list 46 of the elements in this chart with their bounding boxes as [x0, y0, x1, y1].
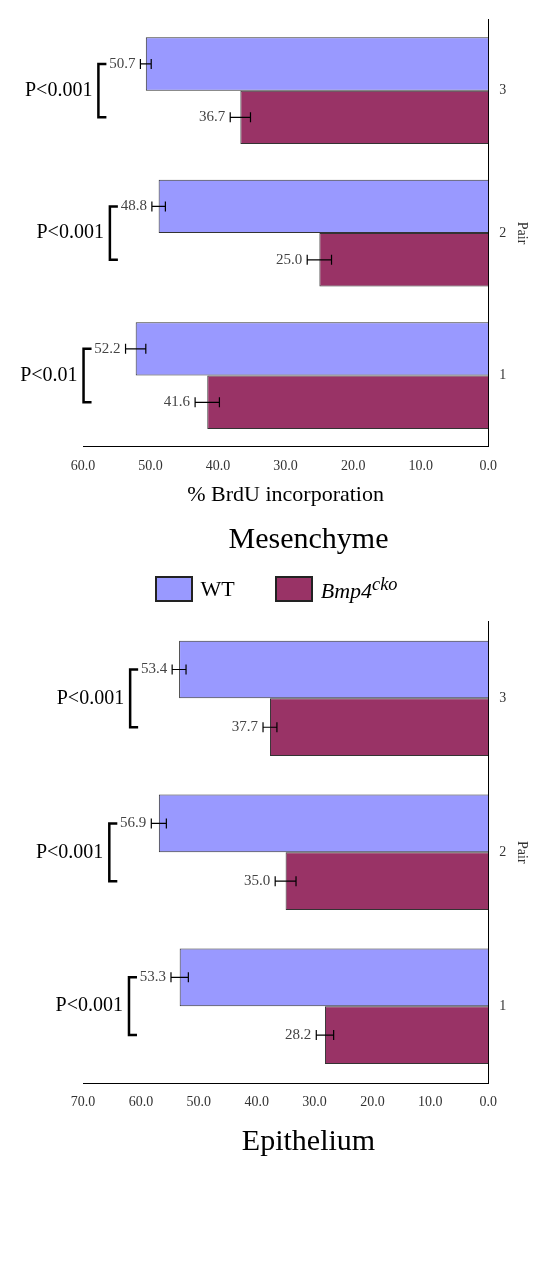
y-axis-title: Pair — [514, 841, 530, 865]
x-tick-label: 40.0 — [244, 1094, 269, 1110]
y-axis-title: Pair — [514, 221, 530, 245]
x-tick-label: 20.0 — [340, 457, 366, 473]
annotation: P<0.001 — [35, 839, 104, 862]
annotation: P<0.001 — [55, 993, 123, 1016]
y-tick-label: 3 — [499, 690, 507, 706]
data-label: 36.7 — [198, 108, 226, 125]
x-tick-label: 40.0 — [205, 457, 231, 473]
text: P<0.01 — [20, 362, 78, 385]
data-label: 41.6 — [163, 393, 191, 410]
data-label: 53.4 — [140, 660, 168, 677]
data-label: 25.0 — [275, 250, 303, 267]
text: Mesenchyme — [228, 520, 389, 554]
y-tick-label: 3 — [499, 82, 507, 98]
x-tick-label: 30.0 — [302, 1094, 327, 1110]
text: Epithelium — [241, 1123, 376, 1157]
x-tick-label: 70.0 — [70, 1094, 96, 1110]
data-label: 48.8 — [120, 197, 147, 214]
x-tick-label: 30.0 — [273, 457, 298, 473]
data-label: 52.2 — [94, 339, 121, 356]
x-tick-label: 0.0 — [479, 1094, 497, 1110]
y-tick-label: 1 — [499, 367, 507, 383]
x-tick-label: 50.0 — [186, 1094, 212, 1110]
legend-label: WT — [200, 576, 235, 603]
y-tick-label: 2 — [499, 844, 507, 860]
y-tick-label: 2 — [499, 224, 507, 240]
data-label: 53.3 — [139, 968, 166, 985]
x-tick-label: 50.0 — [138, 457, 163, 473]
x-tick-label: 10.0 — [408, 457, 433, 473]
annotation: P<0.001 — [56, 685, 125, 708]
x-tick-label: 20.0 — [360, 1094, 385, 1110]
data-label: 28.2 — [285, 1026, 312, 1043]
annotation: P<0.001 — [36, 220, 104, 243]
data-label: 37.7 — [231, 718, 259, 735]
data-label: 56.9 — [120, 814, 147, 831]
data-label: 35.0 — [243, 872, 271, 889]
annotation: P<0.001 — [25, 77, 93, 100]
x-axis-title: % BrdU incorporation — [187, 480, 384, 506]
x-tick-label: 0.0 — [479, 457, 497, 473]
x-tick-label: 60.0 — [128, 1094, 154, 1110]
legend-label: Bmp4$^{cko}$ — [320, 574, 398, 605]
y-tick-label: 1 — [499, 998, 507, 1014]
x-tick-label: 10.0 — [418, 1094, 443, 1110]
data-label: 50.7 — [109, 54, 136, 71]
x-tick-label: 60.0 — [70, 457, 96, 473]
